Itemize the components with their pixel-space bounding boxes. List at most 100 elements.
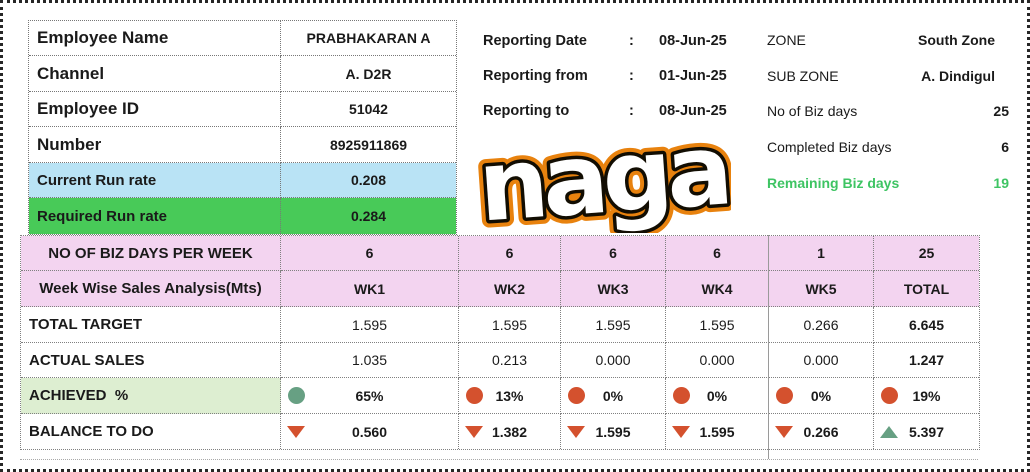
actual-sales-total: 1.247 (908, 352, 945, 368)
employee-id-label: Employee ID (37, 99, 140, 118)
employee-name-label-cell[interactable]: Employee Name (29, 21, 281, 56)
actual-sales-total-cell[interactable]: 1.247 (874, 343, 979, 378)
total-target-label-cell[interactable]: TOTAL TARGET (21, 307, 281, 343)
required-run-rate-label: Required Run rate (37, 207, 168, 225)
wk3-header-cell[interactable]: WK3 (561, 271, 666, 307)
required-run-rate-value: 0.284 (350, 208, 387, 224)
total-target-wk1-cell[interactable]: 1.595 (281, 307, 459, 343)
achieved-wk4: 0% (706, 387, 728, 404)
kpi-circle-red-icon (881, 387, 898, 404)
employee-name-value-cell[interactable]: PRABHAKARAN A (281, 21, 456, 56)
balance-total-cell[interactable]: 5.397 (874, 414, 979, 449)
actual-sales-wk3-cell[interactable]: 0.000 (561, 343, 666, 378)
employee-id-value-cell[interactable]: 51042 (281, 92, 456, 127)
biz-days-wk1: 6 (365, 245, 374, 261)
reporting-date-value: 08-Jun-25 (659, 33, 727, 49)
achieved-wk1-cell[interactable]: 65% (281, 378, 459, 414)
biz-days-wk4-cell[interactable]: 6 (666, 236, 769, 271)
achieved-wk2-cell[interactable]: 13% (459, 378, 561, 414)
current-run-rate-label-cell[interactable]: Current Run rate (29, 163, 281, 198)
achieved-wk1: 65% (355, 387, 384, 404)
balance-wk5: 0.266 (803, 423, 839, 440)
sub-zone-value: A. Dindigul (921, 68, 995, 84)
achieved-wk2: 13% (495, 387, 524, 404)
balance-label-cell[interactable]: BALANCE TO DO (21, 414, 281, 449)
no-of-biz-days-row[interactable]: No of Biz days 25 (767, 101, 1009, 121)
reporting-date-row[interactable]: Reporting Date : 08-Jun-25 (483, 30, 749, 52)
employee-name-label: Employee Name (37, 28, 169, 47)
biz-days-per-week-header-cell[interactable]: NO OF BIZ DAYS PER WEEK (21, 236, 281, 271)
balance-total: 5.397 (908, 423, 945, 440)
total-target-label: TOTAL TARGET (29, 316, 143, 333)
achieved-wk5-cell[interactable]: 0% (769, 378, 874, 414)
wk5-header-cell[interactable]: WK5 (769, 271, 874, 307)
zone-label: ZONE (767, 32, 806, 48)
zone-row[interactable]: ZONE South Zone (767, 30, 1009, 50)
biz-days-wk2-cell[interactable]: 6 (459, 236, 561, 271)
biz-days-wk5-cell[interactable]: 1 (769, 236, 874, 271)
page-break-horizontal-line (20, 459, 978, 460)
number-value-cell[interactable]: 8925911869 (281, 127, 456, 163)
achieved-total-cell[interactable]: 19% (874, 378, 979, 414)
kpi-circle-teal-icon (288, 387, 305, 404)
balance-wk1-cell[interactable]: 0.560 (281, 414, 459, 449)
balance-wk4-cell[interactable]: 1.595 (666, 414, 769, 449)
balance-wk5-cell[interactable]: 0.266 (769, 414, 874, 449)
actual-sales-wk2: 0.213 (491, 352, 528, 368)
kpi-circle-red-icon (568, 387, 585, 404)
naga-logo-glow-text: naga (477, 136, 731, 233)
required-run-rate-label-cell[interactable]: Required Run rate (29, 198, 281, 234)
achieved-wk3: 0% (602, 387, 624, 404)
achieved-label-cell[interactable]: ACHIEVED % (21, 378, 281, 414)
balance-wk2-cell[interactable]: 1.382 (459, 414, 561, 449)
reporting-date-colon: : (629, 33, 634, 49)
total-target-wk2-cell[interactable]: 1.595 (459, 307, 561, 343)
required-run-rate-value-cell[interactable]: 0.284 (281, 198, 456, 234)
total-target-total-cell[interactable]: 6.645 (874, 307, 979, 343)
wk2-header: WK2 (493, 280, 526, 297)
reporting-from-row[interactable]: Reporting from : 01-Jun-25 (483, 65, 749, 87)
week-wise-header-cell[interactable]: Week Wise Sales Analysis(Mts) (21, 271, 281, 307)
balance-wk4: 1.595 (699, 423, 735, 440)
achieved-wk4-cell[interactable]: 0% (666, 378, 769, 414)
channel-value-cell[interactable]: A. D2R (281, 56, 456, 92)
number-label: Number (37, 134, 102, 154)
kpi-circle-red-icon (466, 387, 483, 404)
wk1-header-cell[interactable]: WK1 (281, 271, 459, 307)
completed-biz-days-row[interactable]: Completed Biz days 6 (767, 137, 1009, 157)
total-target-wk5-cell[interactable]: 0.266 (769, 307, 874, 343)
reporting-to-row[interactable]: Reporting to : 08-Jun-25 (483, 100, 749, 122)
biz-days-wk1-cell[interactable]: 6 (281, 236, 459, 271)
wk2-header-cell[interactable]: WK2 (459, 271, 561, 307)
channel-label: Channel (37, 63, 105, 83)
sub-zone-row[interactable]: SUB ZONE A. Dindigul (767, 66, 1009, 86)
employee-info-table: Employee Name PRABHAKARAN A Channel A. D… (28, 20, 457, 235)
actual-sales-wk2-cell[interactable]: 0.213 (459, 343, 561, 378)
actual-sales-wk5-cell[interactable]: 0.000 (769, 343, 874, 378)
zone-value: South Zone (918, 32, 995, 48)
channel-label-cell[interactable]: Channel (29, 56, 281, 92)
remaining-biz-days-row[interactable]: Remaining Biz days 19 (767, 173, 1009, 193)
total-target-wk3-cell[interactable]: 1.595 (561, 307, 666, 343)
actual-sales-wk4-cell[interactable]: 0.000 (666, 343, 769, 378)
wk4-header-cell[interactable]: WK4 (666, 271, 769, 307)
employee-id-value: 51042 (349, 101, 388, 117)
number-label-cell[interactable]: Number (29, 127, 281, 163)
reporting-from-colon: : (629, 68, 634, 84)
employee-id-label-cell[interactable]: Employee ID (29, 92, 281, 127)
balance-wk3-cell[interactable]: 1.595 (561, 414, 666, 449)
total-header-cell[interactable]: TOTAL (874, 271, 979, 307)
wk5-header: WK5 (805, 280, 837, 297)
actual-sales-wk4: 0.000 (699, 352, 735, 368)
biz-days-wk3-cell[interactable]: 6 (561, 236, 666, 271)
number-value: 8925911869 (329, 136, 408, 153)
reporting-to-colon: : (629, 103, 634, 119)
actual-sales-label-cell[interactable]: ACTUAL SALES (21, 343, 281, 378)
reporting-from-label: Reporting from (483, 68, 588, 84)
total-target-wk4-cell[interactable]: 1.595 (666, 307, 769, 343)
biz-days-total-cell[interactable]: 25 (874, 236, 979, 271)
achieved-total: 19% (912, 387, 941, 404)
current-run-rate-value-cell[interactable]: 0.208 (281, 163, 456, 198)
actual-sales-wk1-cell[interactable]: 1.035 (281, 343, 459, 378)
achieved-wk3-cell[interactable]: 0% (561, 378, 666, 414)
